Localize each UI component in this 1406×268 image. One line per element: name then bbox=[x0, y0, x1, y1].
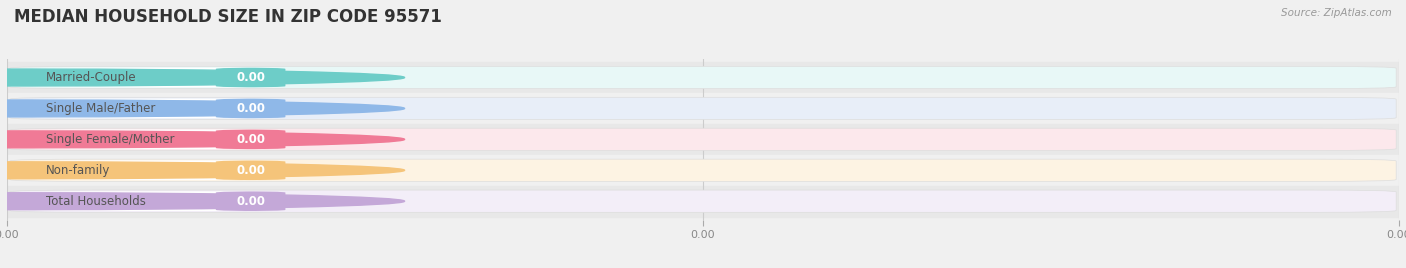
Circle shape bbox=[0, 100, 405, 117]
Text: Single Female/Mother: Single Female/Mother bbox=[46, 133, 174, 146]
Bar bbox=[7, 62, 1399, 93]
FancyBboxPatch shape bbox=[217, 99, 285, 118]
FancyBboxPatch shape bbox=[32, 129, 271, 149]
FancyBboxPatch shape bbox=[32, 99, 271, 118]
FancyBboxPatch shape bbox=[217, 129, 285, 149]
Circle shape bbox=[0, 193, 405, 210]
Text: 0.00: 0.00 bbox=[236, 133, 266, 146]
Text: Total Households: Total Households bbox=[46, 195, 146, 208]
FancyBboxPatch shape bbox=[217, 68, 285, 87]
FancyBboxPatch shape bbox=[10, 159, 1396, 181]
Text: Married-Couple: Married-Couple bbox=[46, 71, 136, 84]
Bar bbox=[7, 155, 1399, 186]
FancyBboxPatch shape bbox=[10, 190, 1396, 212]
Circle shape bbox=[0, 162, 405, 179]
Circle shape bbox=[0, 131, 405, 148]
Text: Non-family: Non-family bbox=[46, 164, 111, 177]
Bar bbox=[7, 93, 1399, 124]
FancyBboxPatch shape bbox=[10, 128, 1396, 151]
Text: 0.00: 0.00 bbox=[236, 195, 266, 208]
Bar bbox=[7, 124, 1399, 155]
Text: MEDIAN HOUSEHOLD SIZE IN ZIP CODE 95571: MEDIAN HOUSEHOLD SIZE IN ZIP CODE 95571 bbox=[14, 8, 441, 26]
Text: 0.00: 0.00 bbox=[236, 164, 266, 177]
FancyBboxPatch shape bbox=[10, 97, 1396, 120]
Text: Source: ZipAtlas.com: Source: ZipAtlas.com bbox=[1281, 8, 1392, 18]
Circle shape bbox=[0, 69, 405, 86]
FancyBboxPatch shape bbox=[32, 68, 271, 87]
FancyBboxPatch shape bbox=[217, 191, 285, 211]
Bar bbox=[7, 186, 1399, 217]
FancyBboxPatch shape bbox=[32, 191, 271, 211]
FancyBboxPatch shape bbox=[10, 66, 1396, 89]
Text: 0.00: 0.00 bbox=[236, 71, 266, 84]
FancyBboxPatch shape bbox=[32, 160, 271, 180]
Text: 0.00: 0.00 bbox=[236, 102, 266, 115]
FancyBboxPatch shape bbox=[217, 160, 285, 180]
Text: Single Male/Father: Single Male/Father bbox=[46, 102, 156, 115]
